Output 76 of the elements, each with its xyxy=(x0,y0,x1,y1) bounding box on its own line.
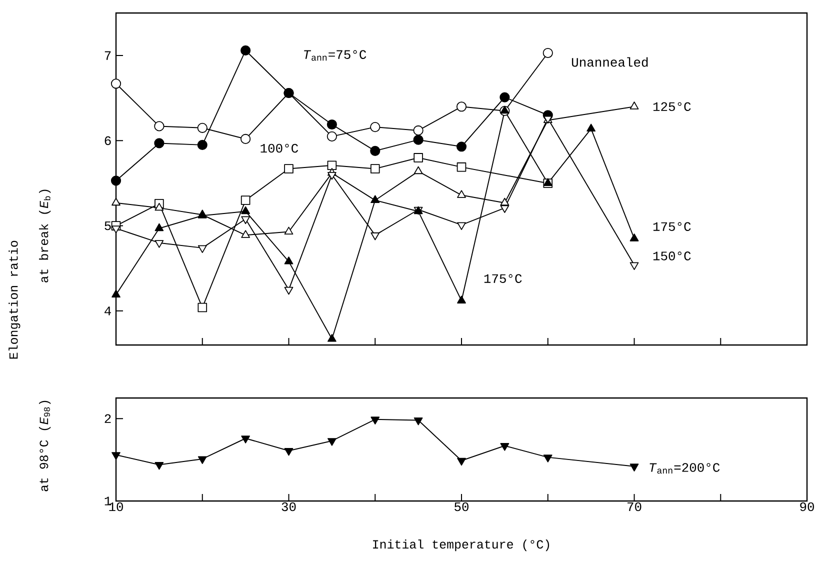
point xyxy=(112,452,120,460)
point xyxy=(500,443,510,451)
point xyxy=(197,140,208,150)
point xyxy=(240,134,251,144)
point xyxy=(154,223,164,232)
point xyxy=(370,122,380,132)
point xyxy=(500,92,510,102)
point xyxy=(456,162,466,172)
point xyxy=(110,176,122,186)
point xyxy=(586,124,596,132)
series-label: 100°C xyxy=(260,144,298,153)
point xyxy=(414,166,423,174)
point xyxy=(370,164,380,174)
point xyxy=(284,226,294,235)
text: T$_{ann}$=75°C xyxy=(304,50,366,61)
point xyxy=(328,172,336,180)
point xyxy=(413,134,424,145)
text: Elongation ratio xyxy=(8,240,20,359)
point xyxy=(327,160,337,170)
y-tick-label: 6 xyxy=(104,136,111,146)
point xyxy=(542,48,553,58)
point xyxy=(284,164,294,174)
point xyxy=(457,458,466,466)
x-tick-label: 50 xyxy=(454,502,468,512)
point xyxy=(413,125,424,136)
y-tick-label: 2 xyxy=(104,414,111,423)
point xyxy=(457,190,466,198)
point xyxy=(284,448,294,456)
point xyxy=(370,146,380,156)
point xyxy=(198,456,207,464)
series-label: 125°C xyxy=(653,102,691,112)
point xyxy=(326,131,337,142)
point xyxy=(630,234,639,242)
point xyxy=(414,417,423,426)
series-label: 150°C xyxy=(653,252,691,260)
y-axis-title: at 98°C (E$_{98}$) xyxy=(39,400,51,492)
point xyxy=(414,153,423,162)
point xyxy=(284,256,294,264)
point xyxy=(112,198,120,206)
point xyxy=(198,302,208,312)
point xyxy=(326,119,337,130)
point xyxy=(241,436,250,444)
point xyxy=(328,334,336,342)
point xyxy=(154,138,164,148)
point xyxy=(328,438,336,446)
annotation: 175°C xyxy=(484,274,522,283)
point xyxy=(630,102,639,110)
point xyxy=(630,464,639,472)
y-tick-label: 7 xyxy=(104,51,111,60)
y-tick-label: 5 xyxy=(104,221,111,230)
point xyxy=(197,122,208,133)
point xyxy=(154,121,164,132)
point xyxy=(241,206,250,214)
point xyxy=(110,78,122,89)
point xyxy=(240,45,251,56)
point xyxy=(457,296,466,304)
point xyxy=(154,462,164,470)
point xyxy=(240,196,250,205)
point xyxy=(241,230,250,238)
x-tick-label: 10 xyxy=(109,502,123,512)
point xyxy=(456,102,467,112)
point xyxy=(456,142,467,152)
x-axis-title: Initial temperature (°C) xyxy=(373,539,550,552)
x-tick-label: 70 xyxy=(627,502,642,512)
series-label: Unannealed xyxy=(572,57,648,67)
x-tick-label: 90 xyxy=(800,502,814,512)
y-tick-label: 1 xyxy=(104,496,112,506)
point xyxy=(112,290,120,298)
point xyxy=(370,416,380,424)
y-tick-label: 4 xyxy=(104,306,111,316)
x-tick-label: 30 xyxy=(282,502,296,512)
point xyxy=(543,454,552,462)
series-label: 175°C xyxy=(653,222,691,231)
series-label: T$_{ann}$=200°C xyxy=(650,463,720,474)
y-axis-title: at break (E$_{b}$) xyxy=(39,190,51,282)
point xyxy=(154,202,164,211)
